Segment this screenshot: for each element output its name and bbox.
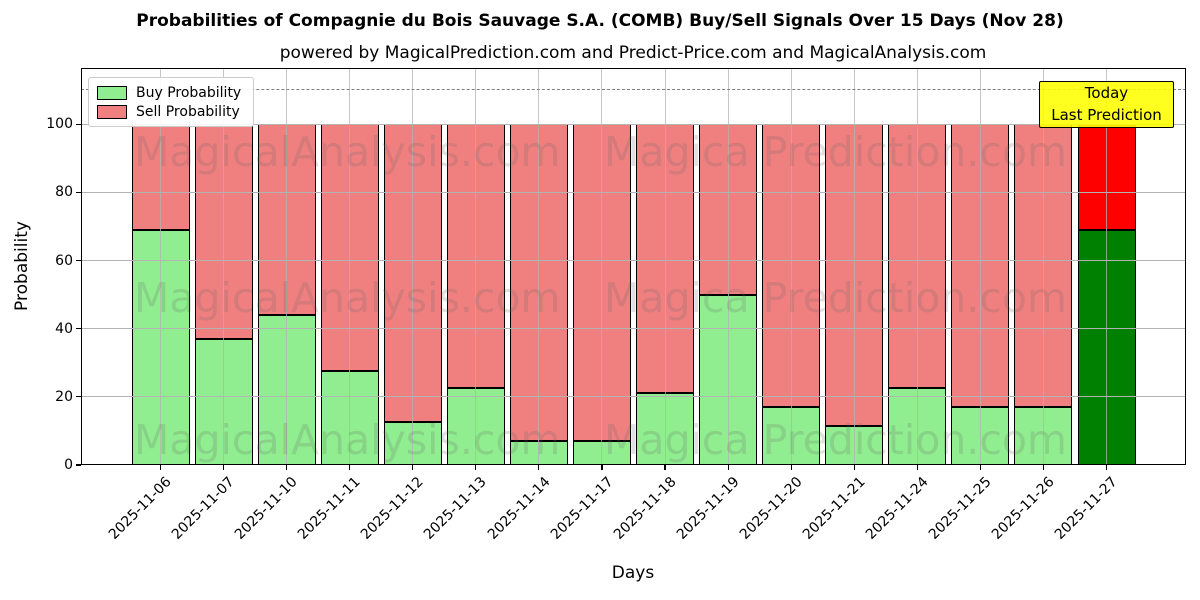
x-tick-label: 2025-11-24 (862, 474, 932, 543)
x-tick-label: 2025-11-20 (736, 474, 806, 543)
x-axis-label: Days (611, 563, 655, 583)
x-tick-mark (349, 465, 351, 470)
legend-item-sell: Sell Probability (97, 102, 241, 121)
x-tick-mark (286, 465, 288, 470)
watermark-text: MagicalAnalysis.com (134, 416, 561, 464)
x-tick-mark (853, 465, 855, 470)
v-gridline (727, 68, 729, 465)
x-tick-label: 2025-11-10 (232, 474, 301, 543)
x-tick-mark (538, 465, 540, 470)
chart-title: Probabilities of Compagnie du Bois Sauva… (136, 11, 1064, 31)
x-tick-label: 2025-11-21 (799, 474, 869, 543)
x-tick-mark (159, 465, 162, 470)
x-tick-mark (1105, 465, 1108, 470)
x-tick-label: 2025-11-17 (547, 474, 617, 543)
x-tick-label: 2025-11-12 (358, 474, 428, 543)
v-gridline (1106, 68, 1107, 465)
v-gridline (475, 68, 477, 465)
h-gridline (81, 396, 1186, 398)
v-gridline (664, 68, 666, 465)
h-gridline (81, 191, 1186, 193)
x-tick-mark (979, 465, 981, 470)
x-tick-label: 2025-11-07 (169, 474, 238, 543)
watermark-text: Magica Prediction.com (604, 416, 1067, 464)
v-gridline (916, 68, 918, 465)
v-gridline (979, 68, 981, 465)
x-tick-label: 2025-11-26 (988, 474, 1058, 543)
legend-item-buy: Buy Probability (97, 83, 241, 102)
x-tick-label: 2025-11-14 (484, 474, 554, 543)
legend-swatch-sell (97, 104, 127, 119)
x-tick-mark (790, 465, 792, 470)
today-annotation-line2: Last Prediction (1051, 105, 1162, 124)
v-gridline (601, 68, 603, 465)
legend-label-sell: Sell Probability (136, 103, 240, 120)
x-tick-label: 2025-11-18 (610, 474, 680, 543)
watermark-text: Magica Prediction.com (604, 274, 1067, 322)
h-gridline (81, 260, 1186, 262)
watermark-text: MagicalAnalysis.com (134, 128, 561, 176)
v-gridline (853, 68, 855, 465)
v-gridline (349, 68, 351, 465)
x-tick-mark (222, 465, 225, 470)
x-tick-label: 2025-11-27 (1051, 474, 1121, 543)
x-tick-mark (475, 465, 477, 470)
legend-swatch-buy (97, 85, 127, 100)
legend: Buy Probability Sell Probability (88, 77, 255, 127)
legend-label-buy: Buy Probability (136, 84, 242, 101)
v-gridline (160, 68, 161, 465)
watermark-text: MagicalAnalysis.com (134, 274, 561, 322)
watermark-text: Magica Prediction.com (604, 128, 1067, 176)
chart-subtitle: powered by MagicalPrediction.com and Pre… (279, 43, 987, 63)
today-annotation-line1: Today (1084, 84, 1129, 102)
x-tick-mark (601, 465, 603, 470)
y-tick-label: 80 (55, 184, 73, 201)
h-gridline (81, 328, 1186, 330)
x-tick-label: 2025-11-25 (925, 474, 995, 543)
dashed-threshold-line (81, 89, 1186, 91)
x-tick-label: 2025-11-06 (105, 474, 175, 543)
today-annotation-box: Today Last Prediction (1039, 81, 1174, 128)
h-gridline (81, 123, 1186, 125)
x-tick-mark (1042, 465, 1045, 470)
plot-area: MagicalAnalysis.com Magica Prediction.co… (81, 68, 1186, 465)
x-tick-mark (727, 465, 729, 470)
v-gridline (790, 68, 792, 465)
y-tick-label: 0 (64, 457, 73, 473)
v-gridline (538, 68, 540, 465)
y-tick-label: 40 (55, 320, 73, 337)
x-tick-mark (412, 465, 414, 470)
v-gridline (223, 68, 225, 465)
x-tick-mark (664, 465, 666, 470)
x-tick-mark (916, 465, 918, 470)
x-tick-label: 2025-11-11 (295, 474, 365, 543)
v-gridline (1042, 68, 1044, 465)
x-tick-label: 2025-11-19 (673, 474, 743, 543)
x-tick-label: 2025-11-13 (421, 474, 491, 543)
y-axis-label: Probability (12, 221, 32, 311)
y-tick-label: 100 (46, 116, 73, 133)
v-gridline (286, 68, 288, 465)
y-tick-label: 60 (55, 252, 73, 269)
y-tick-label: 20 (55, 388, 73, 405)
v-gridline (412, 68, 414, 465)
